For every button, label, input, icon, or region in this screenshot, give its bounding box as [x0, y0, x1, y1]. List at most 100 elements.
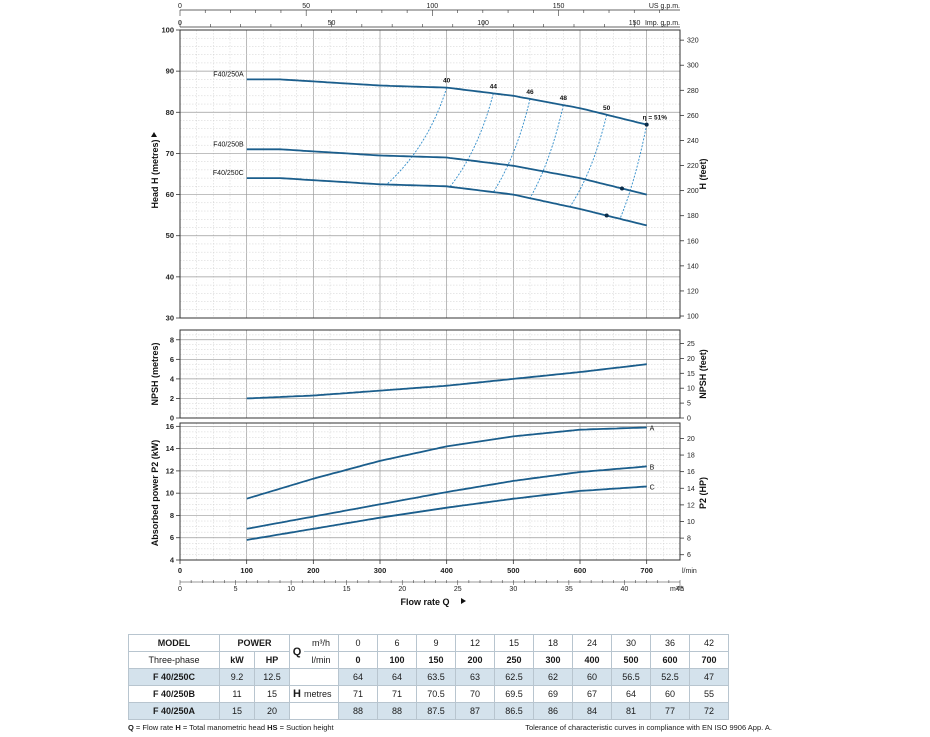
q-lmin-8: 600: [650, 651, 690, 669]
head-cell: 62.5: [494, 668, 534, 686]
power-header: POWER: [219, 634, 290, 652]
x-tick-label: 700: [640, 566, 653, 575]
head-cell: 84: [572, 702, 612, 720]
head-cell: 60: [572, 668, 612, 686]
x-tick-label: 200: [307, 566, 320, 575]
head-curve-F40/250B: [246, 148, 647, 196]
x-tick-label: 0: [178, 566, 182, 575]
y2-tick-label: 120: [687, 288, 699, 295]
q-unit-lmin: l/min: [304, 651, 339, 669]
head-cell: 71: [377, 685, 417, 703]
y2-tick-label: 14: [687, 486, 695, 493]
q-m3h-6: 24: [572, 634, 612, 652]
legend-hs-text: = Suction height: [277, 723, 334, 732]
head-cell: 77: [650, 702, 690, 720]
q-m3h-2: 9: [416, 634, 456, 652]
bep-marker: [644, 122, 649, 127]
m3h-tick-label: 0: [178, 586, 182, 593]
plot-frame: [179, 329, 681, 419]
head-cell: 63.5: [416, 668, 456, 686]
x-tick-label: 300: [374, 566, 387, 575]
y2-tick-label: 260: [687, 113, 699, 120]
q-m3h-7: 30: [611, 634, 651, 652]
q-lmin-1: 100: [377, 651, 417, 669]
y2-tick-label: 180: [687, 213, 699, 220]
y-tick-label: 100: [161, 26, 174, 35]
kw-header: kW: [219, 651, 255, 669]
kw-cell: 11: [219, 685, 255, 703]
m3h-tick-label: 30: [509, 586, 517, 593]
efficiency-line: [492, 98, 531, 193]
y2-tick-label: 20: [687, 436, 695, 443]
kw-cell: 9.2: [219, 668, 255, 686]
plot-frame: [179, 422, 681, 561]
panel-head: [176, 29, 684, 319]
curve-label: C: [650, 484, 655, 491]
head-cell: 87: [455, 702, 495, 720]
y2-tick-label: 15: [687, 371, 695, 378]
y2-tick-label: 5: [687, 401, 691, 408]
y-tick-label: 50: [166, 231, 174, 240]
m3h-tick-label: 45: [676, 586, 684, 593]
q-m3h-1: 6: [377, 634, 417, 652]
q-label: Q: [289, 634, 304, 669]
kw-cell: 15: [219, 702, 255, 720]
head-cell: 52.5: [650, 668, 690, 686]
curve-label: F40/250B: [213, 141, 244, 148]
m3h-tick-label: 20: [398, 586, 406, 593]
y-tick-label: 0: [170, 414, 174, 423]
model-cell: F 40/250B: [128, 685, 220, 703]
x-tick-label: 500: [507, 566, 520, 575]
head-cell: 86: [533, 702, 573, 720]
y2-tick-label: 12: [687, 502, 695, 509]
head-cell: 69.5: [494, 685, 534, 703]
head-curve-F40/250A: [246, 78, 647, 126]
q-unit-m3h: m³/h: [304, 634, 339, 652]
imp-gpm-tick-label: 50: [328, 20, 336, 27]
symbol-legend: Q = Flow rate H = Total manometric head …: [128, 723, 334, 732]
head-curve-F40/250C: [246, 177, 647, 227]
y2-tick-label: 200: [687, 188, 699, 195]
y2-tick-label: 320: [687, 38, 699, 45]
head-cell: 69: [533, 685, 573, 703]
head-cell: 47: [689, 668, 729, 686]
y2-tick-label: 300: [687, 63, 699, 70]
y2-axis-title: H (feet): [698, 158, 708, 189]
imp-gpm-unit: Imp. g.p.m.: [645, 20, 680, 27]
m3h-tick-label: 25: [454, 586, 462, 593]
y-tick-label: 10: [166, 489, 174, 498]
head-cell: 63: [455, 668, 495, 686]
x-unit-lmin: l/min: [682, 568, 697, 575]
head-cell: 88: [377, 702, 417, 720]
y-tick-label: 90: [166, 67, 174, 76]
head-cell: 67: [572, 685, 612, 703]
y-tick-label: 6: [170, 533, 174, 542]
h-label: H: [289, 685, 304, 703]
us-gpm-unit: US g.p.m.: [649, 3, 680, 10]
curve-label: F40/250A: [213, 71, 244, 78]
performance-table: MODEL POWER Q m³/h 0 6 9 12 15 18 24 30 …: [128, 634, 729, 720]
y-tick-label: 8: [170, 335, 174, 344]
head-cell: 64: [338, 668, 378, 686]
x-tick-label: 600: [574, 566, 587, 575]
y-tick-label: 70: [166, 149, 174, 158]
y2-tick-label: 18: [687, 453, 695, 460]
head-cell: 88: [338, 702, 378, 720]
head-cell: 71: [338, 685, 378, 703]
q-m3h-8: 36: [650, 634, 690, 652]
hp-cell: 20: [254, 702, 290, 720]
arrow-icon: [151, 132, 157, 137]
head-cell: 62: [533, 668, 573, 686]
x-tick-label: 100: [240, 566, 253, 575]
y2-tick-label: 10: [687, 386, 695, 393]
head-cell: 60: [650, 685, 690, 703]
y2-tick-label: 10: [687, 519, 695, 526]
imp-gpm-tick-label: 150: [629, 20, 641, 27]
hp-cell: 15: [254, 685, 290, 703]
power-curve-A: [246, 426, 647, 500]
q-lmin-2: 150: [416, 651, 456, 669]
panel-npsh: [176, 329, 684, 419]
head-cell: 56.5: [611, 668, 651, 686]
y-tick-label: 2: [170, 394, 174, 403]
y-tick-label: 4: [170, 556, 175, 565]
